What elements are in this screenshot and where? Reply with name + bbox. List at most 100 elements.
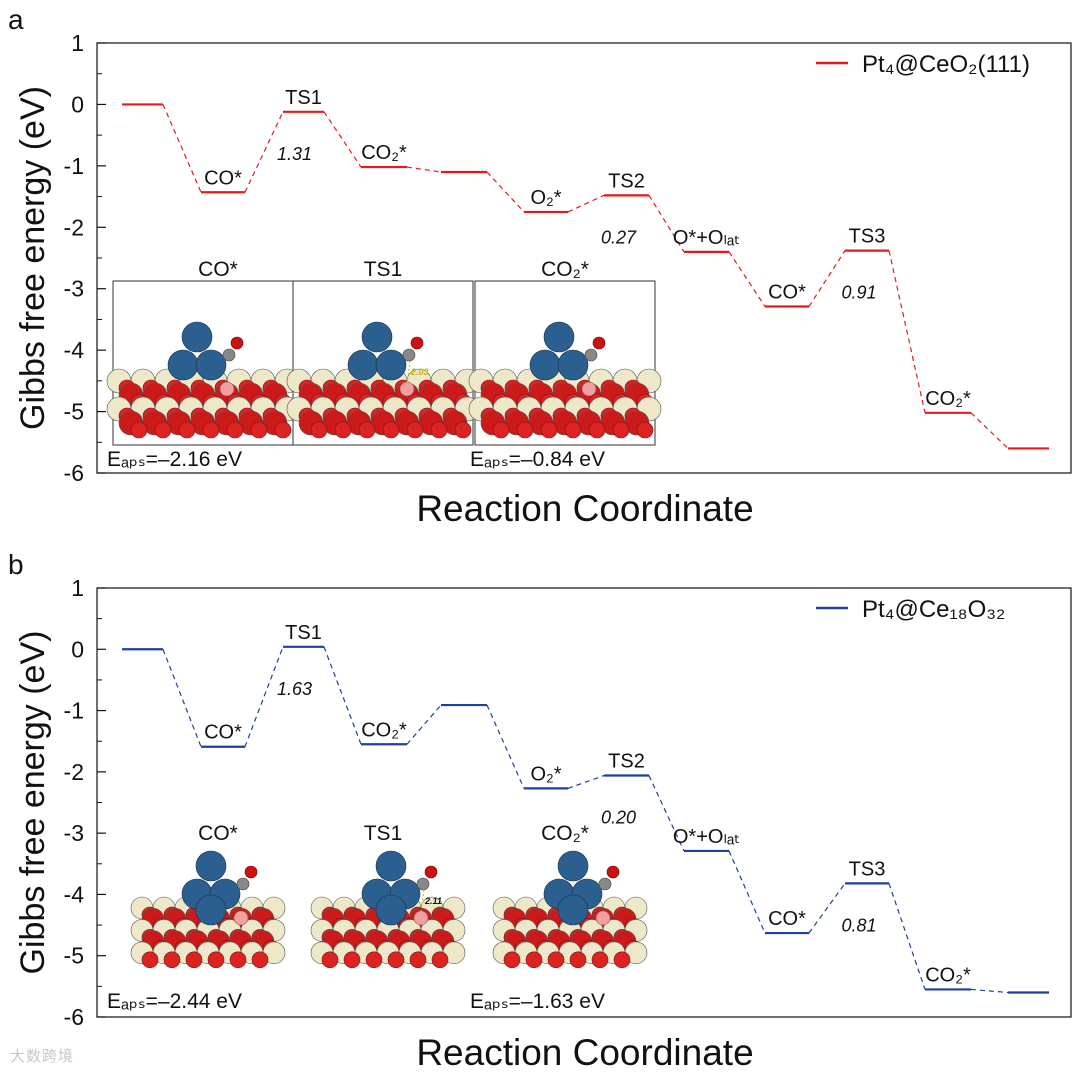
y-tick-label: -5 xyxy=(64,399,84,425)
y-tick-label: 1 xyxy=(71,575,84,601)
barrier-label: 0.91 xyxy=(841,283,876,303)
barrier-label: 0.81 xyxy=(841,915,876,935)
bond-length-label: 2.03 xyxy=(410,367,429,377)
panel-a: 1 0 -1 -2 -3 -4 -5 -6 Gibbs free energy (eV) Reac… xyxy=(8,4,1072,529)
energy-connector xyxy=(567,774,605,789)
atom-sphere xyxy=(409,951,427,969)
atom-sphere xyxy=(612,421,630,439)
state-label: O*+Oₗₐₜ xyxy=(673,227,740,249)
adsorption-energy-label: Eₐₚₛ=–2.44 eV xyxy=(107,990,242,1013)
atom-sphere xyxy=(321,951,339,969)
state-label: TS1 xyxy=(285,87,322,109)
atom-sphere xyxy=(375,349,407,381)
atom-sphere xyxy=(236,877,250,891)
inset-title: CO* xyxy=(198,258,238,281)
energy-connector xyxy=(728,850,766,934)
atom-sphere xyxy=(569,951,587,969)
state-label: CO₂* xyxy=(925,388,971,410)
atom-sphere xyxy=(229,951,247,969)
x-axis-title: Reaction Coordinate xyxy=(416,1032,753,1073)
atom-sphere xyxy=(251,951,269,969)
atom-sphere xyxy=(492,421,510,439)
atom-sphere xyxy=(382,421,400,439)
y-tick-label: -1 xyxy=(64,153,84,179)
y-tick-label: 0 xyxy=(71,636,84,662)
legend-label: Pt₄@CeO₂(111) xyxy=(862,51,1030,78)
atom-sphere xyxy=(588,421,606,439)
atom-sphere xyxy=(130,421,148,439)
energy-connector xyxy=(244,111,284,193)
legend-label: Pt₄@Ce₁₈O₃₂ xyxy=(862,596,1005,623)
state-label: TS2 xyxy=(608,170,645,192)
atom-sphere xyxy=(358,421,376,439)
panel-label: b xyxy=(8,549,24,580)
atom-sphere xyxy=(516,421,534,439)
atom-sphere xyxy=(606,865,620,879)
atom-sphere xyxy=(375,894,407,926)
atom-sphere xyxy=(195,850,227,882)
atom-sphere xyxy=(195,894,227,926)
energy-connector xyxy=(406,704,442,745)
atom-sphere xyxy=(230,336,244,350)
y-tick-label: -5 xyxy=(64,943,84,969)
energy-connector xyxy=(970,412,1009,449)
atom-sphere xyxy=(557,349,589,381)
bond-length-label: 2.11 xyxy=(424,896,442,906)
atom-sphere xyxy=(525,951,543,969)
atom-sphere xyxy=(202,421,220,439)
barrier-label: 0.27 xyxy=(601,227,637,247)
state-label: CO* xyxy=(768,282,806,304)
state-label: O₂* xyxy=(530,187,561,209)
atom-sphere xyxy=(219,381,235,397)
barrier-label: 1.63 xyxy=(277,679,312,699)
atom-sphere xyxy=(387,951,405,969)
y-tick-label: -6 xyxy=(64,460,84,486)
state-label: CO* xyxy=(204,167,242,189)
inset-title: CO* xyxy=(198,822,238,845)
y-tick-label: -4 xyxy=(64,881,85,907)
barrier-label: 1.31 xyxy=(277,144,312,164)
energy-connector xyxy=(648,195,685,253)
state-label: TS3 xyxy=(849,226,886,248)
energy-connector xyxy=(728,251,766,307)
atom-sphere xyxy=(613,951,631,969)
atom-sphere xyxy=(141,951,159,969)
state-label: CO₂* xyxy=(361,142,407,164)
atom-sphere xyxy=(361,321,393,353)
adsorption-energy-label: Eₐₚₛ=–2.16 eV xyxy=(107,448,242,471)
energy-connector xyxy=(808,883,846,934)
atom-sphere xyxy=(431,951,449,969)
atom-sphere xyxy=(424,865,438,879)
atom-sphere xyxy=(503,951,521,969)
atom-sphere xyxy=(557,894,589,926)
y-tick-label: 1 xyxy=(71,30,84,56)
atom-sphere xyxy=(592,336,606,350)
atom-sphere xyxy=(244,865,258,879)
x-axis-title: Reaction Coordinate xyxy=(416,488,753,529)
atom-sphere xyxy=(207,951,225,969)
energy-connector xyxy=(888,883,926,990)
state-label: TS3 xyxy=(849,858,886,880)
y-tick-label: -4 xyxy=(64,337,85,363)
y-tick-label: -2 xyxy=(64,759,84,785)
energy-connector xyxy=(323,111,362,168)
atom-sphere xyxy=(343,951,361,969)
atom-sphere xyxy=(399,381,415,397)
atom-sphere xyxy=(557,850,589,882)
energy-connector xyxy=(808,250,846,307)
y-axis-title: Gibbs free energy (eV) xyxy=(14,86,52,430)
energy-connector xyxy=(162,104,202,193)
atom-sphere xyxy=(310,421,328,439)
inset-title: TS1 xyxy=(364,258,403,281)
state-label: O*+Oₗₐₜ xyxy=(673,826,740,848)
energy-connector xyxy=(486,704,525,789)
state-label: CO* xyxy=(204,722,242,744)
atom-sphere xyxy=(185,951,203,969)
atom-sphere xyxy=(410,336,424,350)
y-tick-label: -6 xyxy=(64,1004,84,1030)
state-label: O₂* xyxy=(530,763,561,785)
energy-connector xyxy=(406,166,442,173)
atom-sphere xyxy=(581,381,597,397)
adsorption-energy-label: Eₐₚₛ=–1.63 eV xyxy=(470,990,605,1013)
atom-sphere xyxy=(178,421,196,439)
